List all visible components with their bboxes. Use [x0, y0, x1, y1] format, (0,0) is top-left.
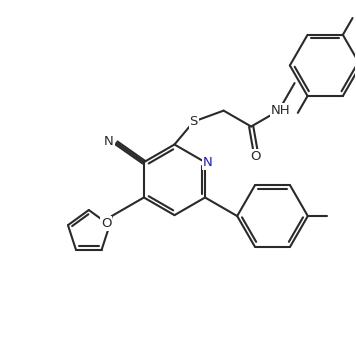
Text: N: N: [104, 135, 114, 148]
Text: O: O: [250, 150, 261, 163]
Text: S: S: [190, 115, 198, 128]
Text: N: N: [203, 156, 213, 169]
Text: O: O: [101, 217, 111, 230]
Text: NH: NH: [271, 104, 290, 117]
